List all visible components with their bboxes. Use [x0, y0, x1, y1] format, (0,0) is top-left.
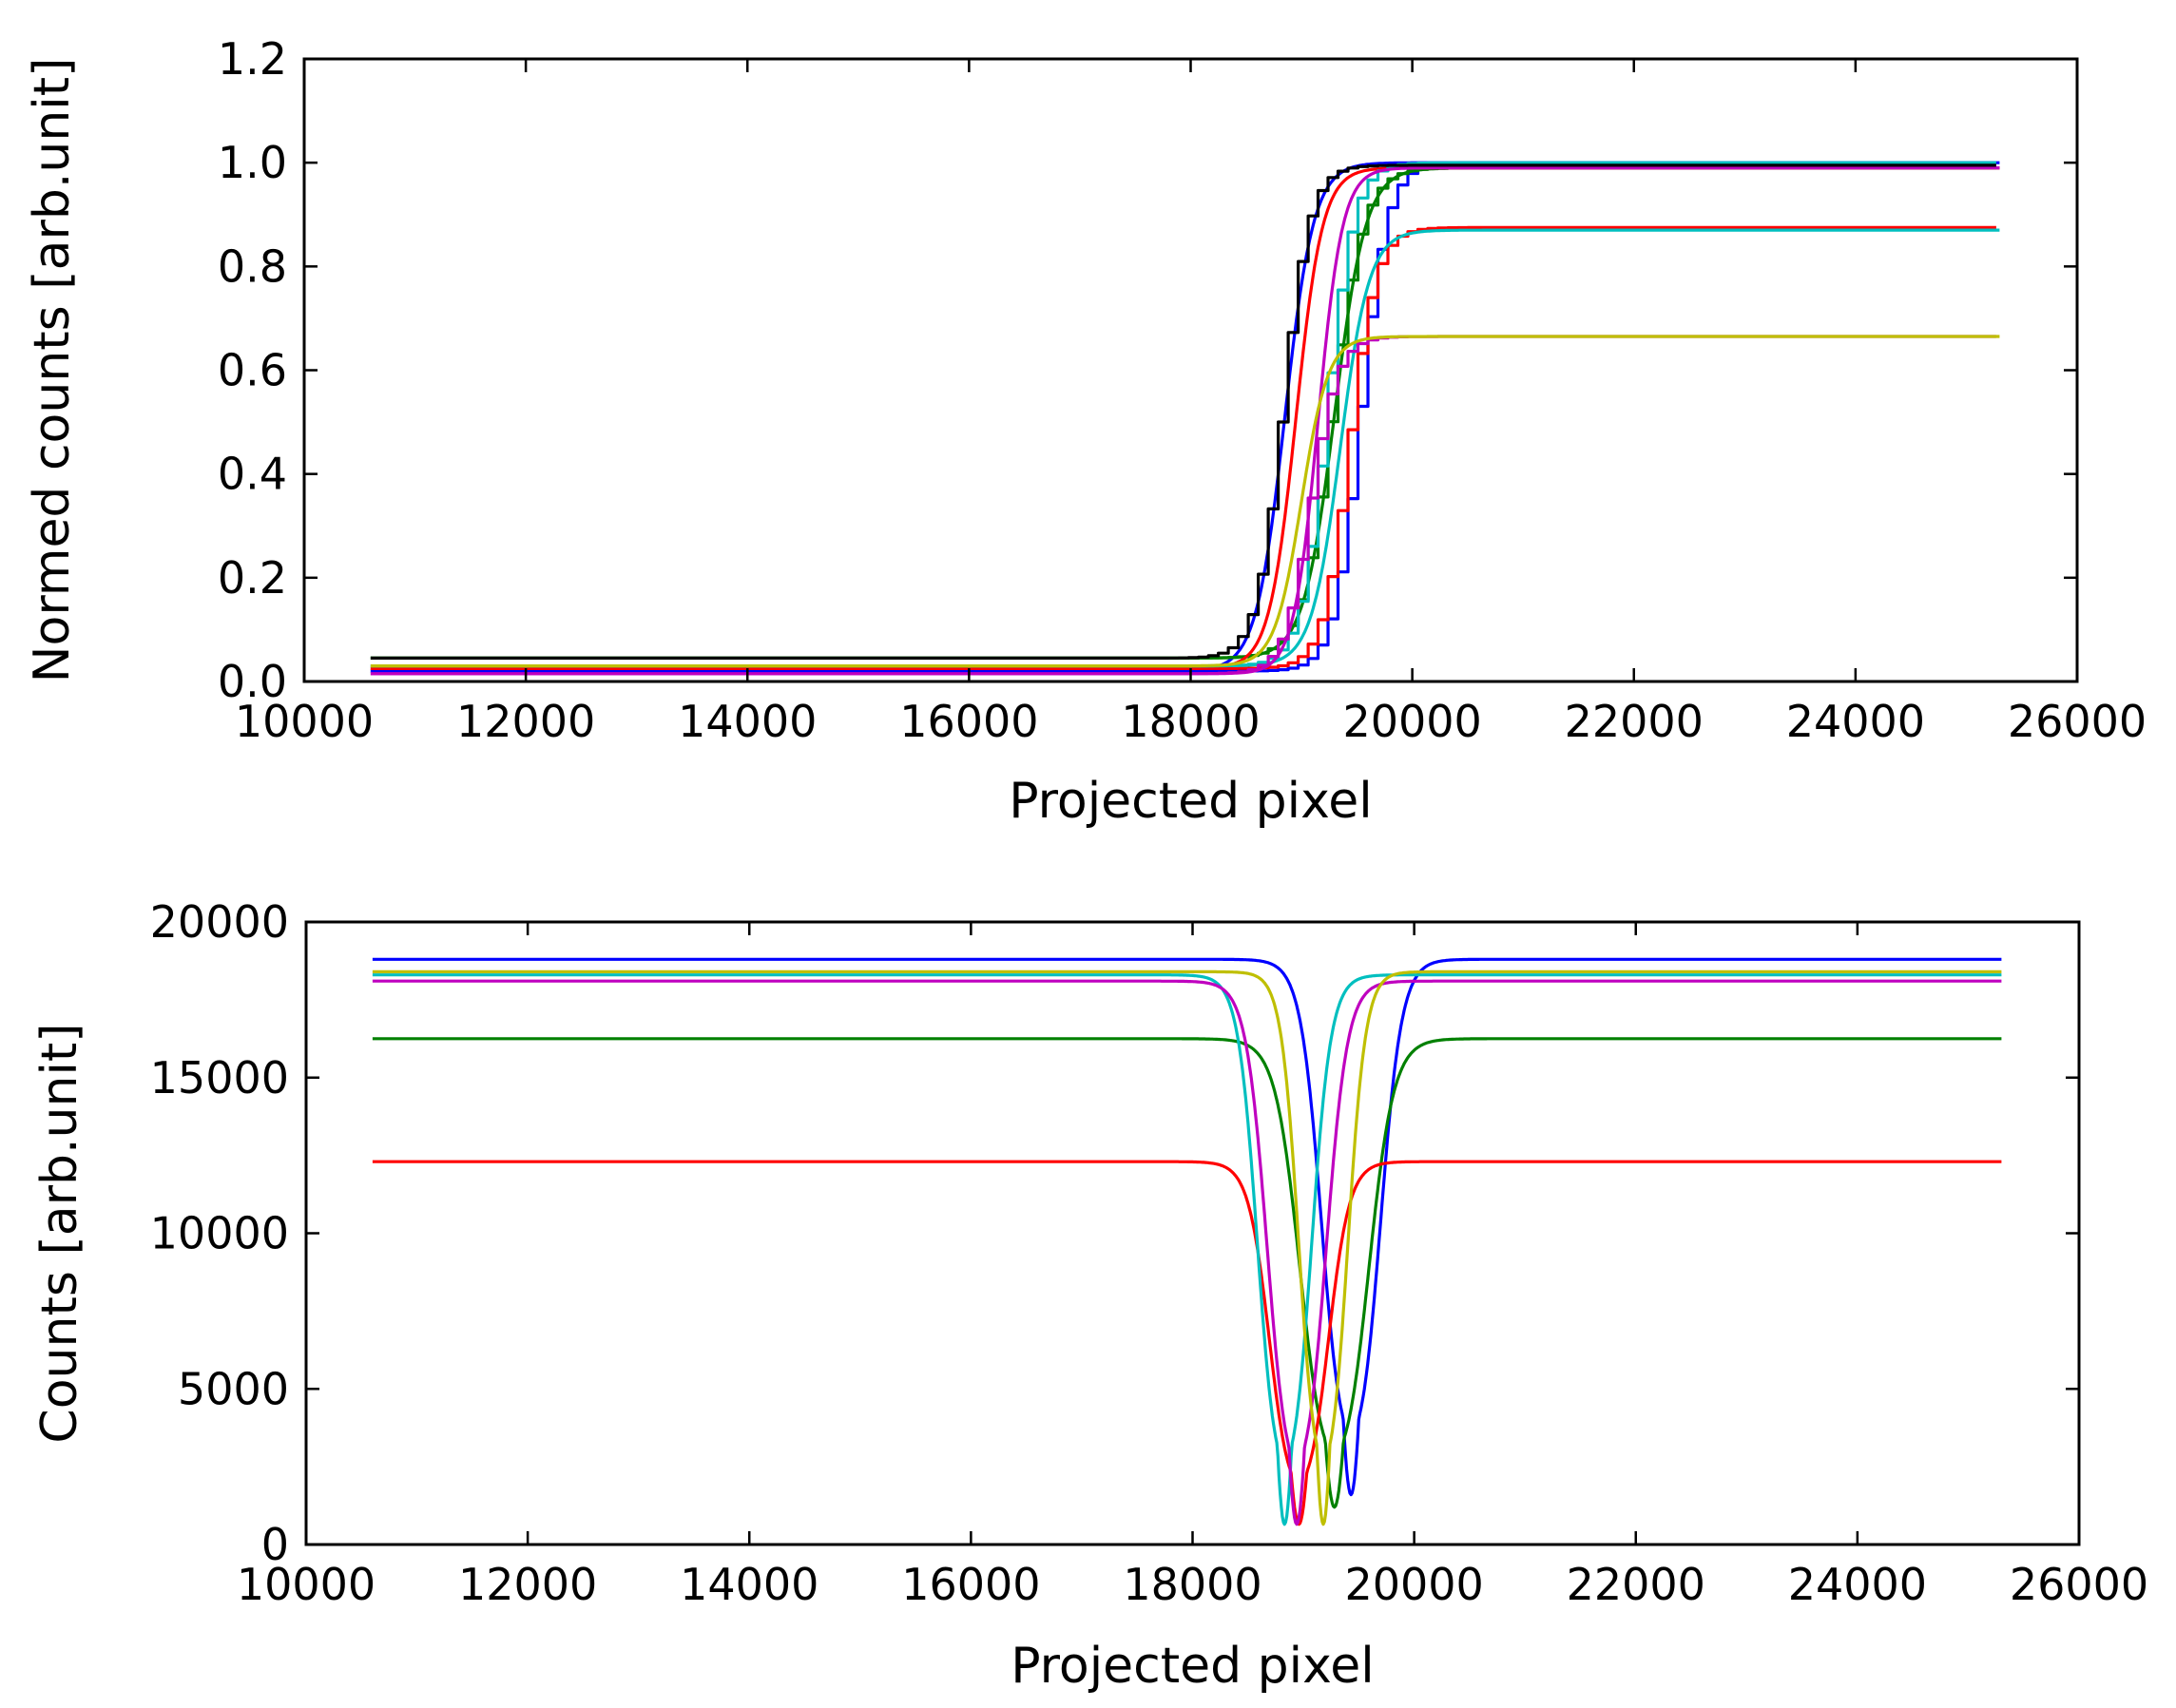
y-tick-label: 0.0	[218, 656, 287, 707]
series-yellow-line	[372, 969, 2002, 1526]
y-tick-label: 15000	[150, 1052, 289, 1103]
series-cyan-line	[372, 973, 2002, 1526]
series-cyan-smooth-line	[370, 228, 2000, 668]
y-tick-label: 0.2	[218, 552, 287, 604]
x-tick-label: 18000	[1121, 696, 1260, 747]
y-tick-label: 0.4	[218, 449, 287, 500]
y-tick-label: 20000	[150, 896, 289, 948]
series-red-line	[372, 1160, 2002, 1526]
y-tick-label: 5000	[178, 1363, 289, 1414]
x-tick-label: 12000	[458, 1559, 597, 1610]
series-blue-step-line	[370, 161, 1996, 673]
y-tick-label: 1.0	[218, 137, 287, 188]
y-axis-title: Counts [arb.unit]	[31, 1023, 88, 1443]
series-cyan-step-line	[370, 161, 1996, 668]
series-black-step-line	[370, 163, 1996, 660]
x-axis-title: Projected pixel	[1009, 773, 1373, 830]
x-tick-label: 14000	[680, 1559, 818, 1610]
x-tick-label: 26000	[2008, 696, 2147, 747]
x-tick-label: 20000	[1344, 1559, 1483, 1610]
x-tick-label: 10000	[237, 1559, 376, 1610]
y-tick-label: 0.8	[218, 240, 287, 292]
series-magenta-smooth-line	[370, 166, 2000, 676]
y-tick-label: 10000	[150, 1208, 289, 1259]
x-tick-label: 22000	[1565, 696, 1704, 747]
x-axis-title: Projected pixel	[1011, 1638, 1375, 1695]
series-blue-line	[372, 957, 2002, 1497]
series-magenta-line	[372, 979, 2002, 1526]
top-chart-normed-counts: 10000 12000 14000 16000 18000 20000 22000 24000…	[24, 33, 2147, 830]
x-tick-label: 26000	[2010, 1559, 2148, 1610]
y-tick-label: 0	[261, 1519, 289, 1570]
x-tick-label: 18000	[1123, 1559, 1261, 1610]
series-red-step-line	[370, 225, 1996, 670]
x-tick-label: 16000	[899, 696, 1038, 747]
series-yellow-smooth-line	[370, 335, 2000, 668]
series-red-smooth-line	[370, 166, 2000, 670]
plot-frame	[302, 57, 2079, 683]
y-axis-title: Normed counts [arb.unit]	[24, 58, 81, 683]
x-tick-label: 10000	[235, 696, 374, 747]
plot-frame	[304, 920, 2081, 1546]
x-tick-label: 22000	[1567, 1559, 1705, 1610]
x-tick-label: 24000	[1786, 696, 1925, 747]
series-blue-smooth-line	[370, 161, 2000, 673]
y-tick-label: 0.6	[218, 345, 287, 396]
bottom-chart-counts: 10000 12000 14000 16000 18000 20000 22000 24000…	[31, 896, 2148, 1695]
x-tick-label: 24000	[1788, 1559, 1927, 1610]
series-magenta-step-line	[370, 335, 1996, 676]
x-tick-label: 12000	[456, 696, 595, 747]
series-green-step-line	[370, 166, 1996, 660]
x-tick-label: 20000	[1342, 696, 1481, 747]
series-green-line	[372, 1037, 2002, 1509]
x-tick-label: 14000	[678, 696, 817, 747]
y-tick-label: 1.2	[218, 33, 287, 85]
series-green-smooth-line	[370, 166, 2000, 660]
x-tick-label: 16000	[901, 1559, 1040, 1610]
